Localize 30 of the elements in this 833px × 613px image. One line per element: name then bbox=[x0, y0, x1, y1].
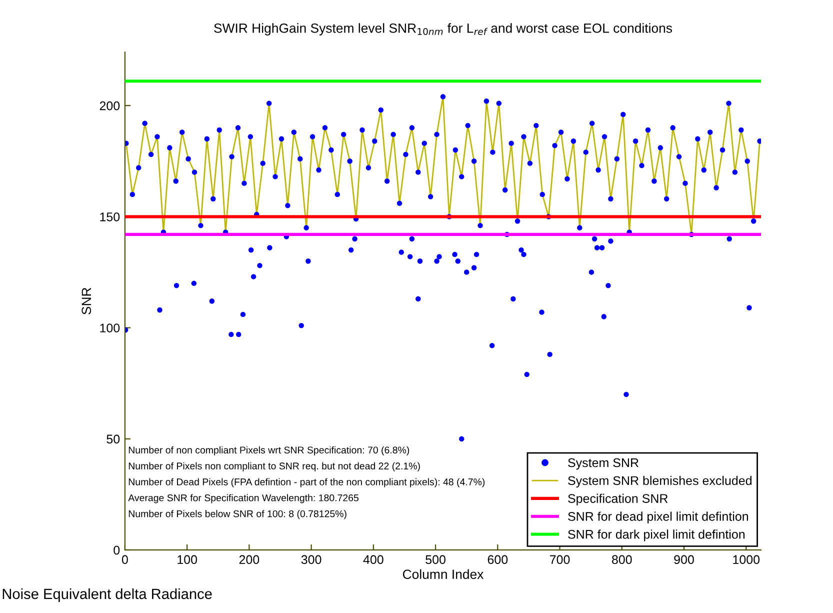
legend-label: SNR for dead pixel limit defintion bbox=[568, 512, 748, 524]
y-tick-label: 200 bbox=[100, 101, 120, 110]
x-tick-label: 200 bbox=[239, 555, 260, 564]
x-tick-label: 600 bbox=[488, 555, 508, 564]
annotation: Number of Pixels non compliant to SNR req. but not dead 22 (2.1%) bbox=[128, 462, 420, 472]
legend-label: System SNR bbox=[568, 458, 638, 470]
y-axis-title: SNR bbox=[82, 288, 92, 314]
legend-label: Specification SNR bbox=[568, 494, 668, 506]
annotation: Number of Pixels below SNR of 100: 8 (0.78125%) bbox=[128, 510, 346, 520]
legend-label: System SNR blemishes excluded bbox=[568, 476, 752, 488]
x-tick-label: 300 bbox=[301, 555, 322, 564]
legend-label: SNR for dark pixel limit defintion bbox=[568, 530, 745, 542]
x-tick-label: 0 bbox=[122, 555, 128, 564]
y-tick-label: 100 bbox=[100, 324, 120, 332]
x-tick-label: 100 bbox=[178, 555, 198, 564]
y-tick-label: 0 bbox=[114, 546, 120, 555]
annotation: Number of non compliant Pixels wrt SNR Specification: 70 (6.8%) bbox=[128, 446, 410, 456]
x-tick-label: 900 bbox=[674, 555, 694, 564]
y-tick-label: 50 bbox=[106, 434, 120, 444]
chart-title: SWIR HighGain System level SNR$_{10nm}$ for L$_{ref}$ and worst case EOL conditions bbox=[214, 23, 672, 36]
annotation: Average SNR for Specification Wavelength: 180.7265 bbox=[128, 494, 358, 504]
text: Noise Equivalent delta Radiance bbox=[2, 588, 212, 602]
x-tick-label: 700 bbox=[550, 555, 570, 564]
x-axis-title: Column Index bbox=[402, 569, 484, 579]
annotation: Number of Dead Pixels (FPA defintion - part of the non compliant pixels): 48 (4.7%) bbox=[128, 478, 485, 488]
x-tick-label: 1000 bbox=[733, 555, 760, 564]
x-tick-label: 800 bbox=[612, 555, 632, 564]
x-tick-label: 400 bbox=[363, 555, 384, 564]
x-tick-label: 500 bbox=[426, 555, 446, 564]
y-tick-label: 150 bbox=[100, 212, 120, 222]
